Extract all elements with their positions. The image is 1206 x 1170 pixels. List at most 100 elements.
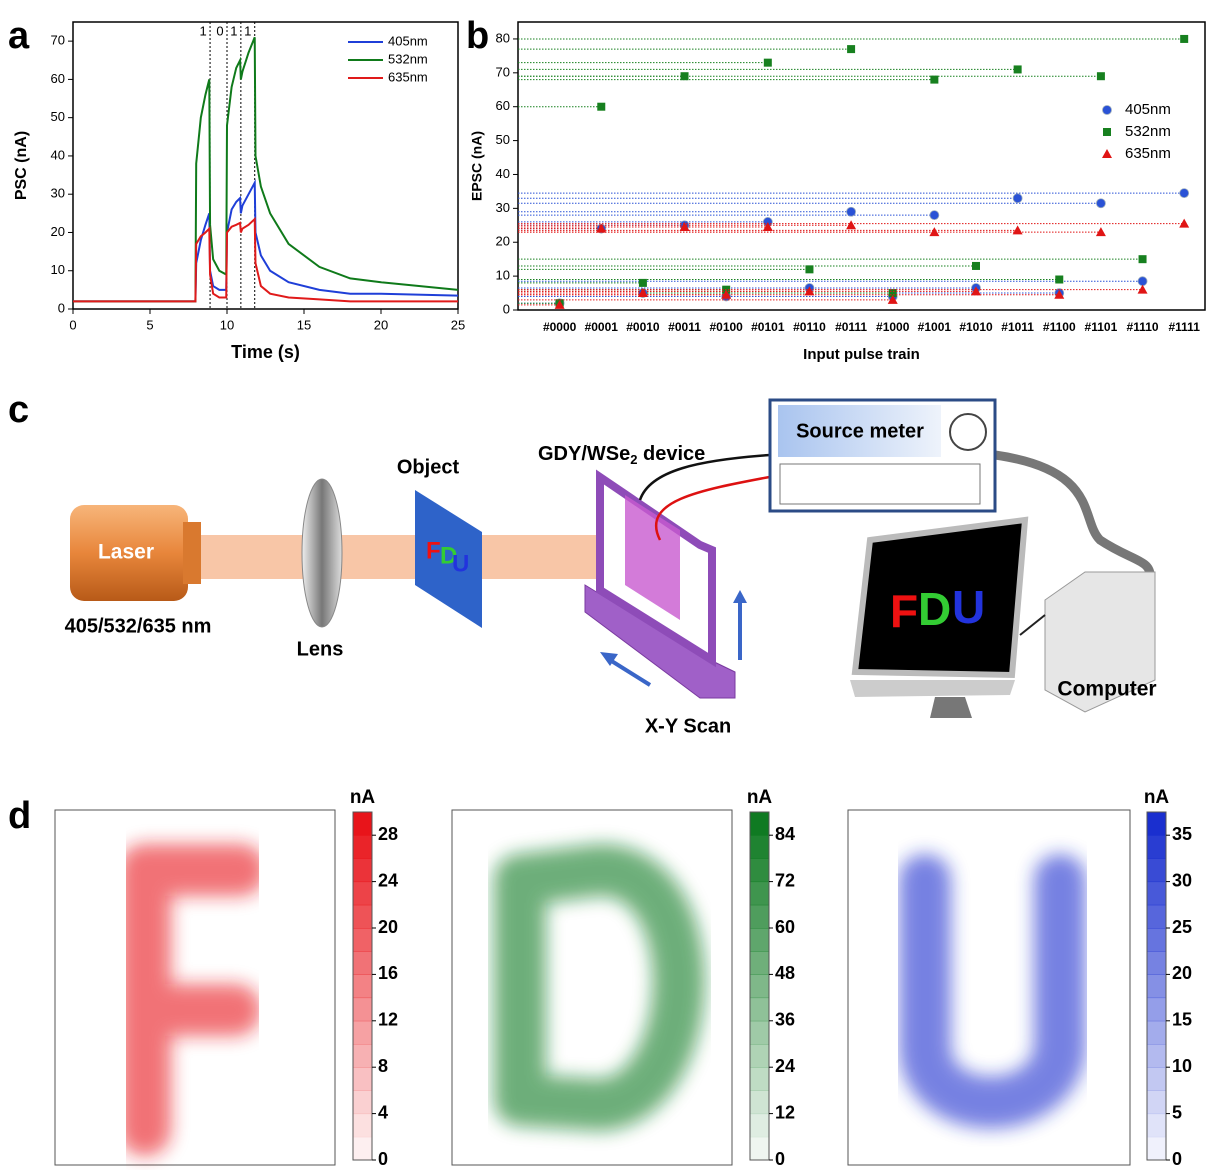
point (1139, 255, 1147, 263)
point (639, 279, 647, 287)
colorbar-step (353, 1021, 372, 1045)
point (972, 262, 980, 270)
colorbar-tick-label: 12 (378, 1010, 398, 1030)
colorbar-step (750, 882, 769, 906)
colorbar-step (353, 1137, 372, 1161)
colorbar-step (750, 835, 769, 859)
legend-label: 635nm (388, 69, 428, 84)
colorbar-step (353, 951, 372, 975)
legend-label: 405nm (388, 33, 428, 48)
colorbar-step (750, 974, 769, 998)
arrow (610, 660, 650, 685)
colorbar-label: nA (350, 787, 376, 808)
x-axis-label: Input pulse train (803, 346, 920, 363)
point (847, 45, 855, 53)
point (846, 220, 856, 229)
legend-label: 532nm (1125, 123, 1171, 140)
x-tick-label: #1100 (1043, 320, 1076, 334)
screen-letter: F (890, 585, 918, 637)
colorbar-tick-label: 60 (775, 917, 795, 937)
x-tick-label: #0111 (835, 320, 867, 334)
point (1096, 199, 1105, 208)
colorbar-step (750, 1067, 769, 1091)
colorbar-step (353, 835, 372, 859)
colorbar-step (750, 951, 769, 975)
colorbar-tick-label: 24 (775, 1056, 795, 1076)
x-tick-label: 5 (146, 317, 153, 332)
point (1180, 35, 1188, 43)
line (73, 219, 458, 301)
colorbar-step (353, 882, 372, 906)
panel-label: b (466, 15, 489, 57)
x-tick-label: #0000 (543, 320, 577, 334)
y-tick-label: 70 (51, 33, 65, 48)
page: 01020304050607005101520251011405nm532nm6… (0, 0, 1206, 1170)
legend-label: 532nm (388, 51, 428, 66)
colorbar-tick-label: 72 (775, 870, 795, 890)
x-tick-label: #0101 (751, 320, 785, 334)
colorbar-step (353, 1067, 372, 1091)
legend-label: 635nm (1125, 145, 1171, 162)
source-meter-label: Source meter (796, 420, 924, 442)
colorbar-step (750, 1021, 769, 1045)
y-tick-label: 20 (496, 234, 510, 249)
annotation: 0 (216, 23, 223, 38)
wavelength-label: 405/532/635 nm (65, 615, 212, 637)
x-tick-label: 10 (220, 317, 234, 332)
colorbar-tick-label: 16 (378, 963, 398, 983)
colorbar-step (1147, 1090, 1166, 1114)
scan-label: X-Y Scan (645, 715, 731, 737)
y-tick-label: 0 (58, 300, 65, 315)
colorbar-tick-label: 12 (775, 1102, 795, 1122)
point (1180, 189, 1189, 198)
colorbar-tick-label: 28 (378, 824, 398, 844)
colorbar-label: nA (1144, 787, 1170, 808)
annotation: 1 (244, 23, 251, 38)
cable (1020, 615, 1045, 635)
device-label: GDY/WSe2 device (538, 443, 705, 467)
colorbar-step (353, 1044, 372, 1068)
x-tick-label: #1011 (1001, 320, 1034, 334)
y-tick-label: 70 (496, 64, 510, 79)
colorbar-step (750, 928, 769, 952)
y-tick-label: 60 (51, 71, 65, 86)
colorbar-step (353, 1090, 372, 1114)
device-text-tail: device (637, 443, 705, 465)
arrow-head (733, 590, 747, 603)
colorbar-step (353, 998, 372, 1022)
colorbar-step (750, 858, 769, 882)
colorbar-tick-label: 0 (378, 1149, 388, 1169)
device-subscript: 2 (630, 452, 637, 467)
colorbar-tick-label: 4 (378, 1102, 388, 1122)
object-label: Object (397, 456, 460, 478)
colorbar-step (1147, 974, 1166, 998)
panel-label: c (8, 389, 29, 431)
monitor-base (850, 680, 1015, 697)
colorbar-step (353, 928, 372, 952)
y-axis-label: EPSC (nA) (469, 131, 485, 201)
lens (302, 479, 342, 627)
colorbar-step (1147, 1114, 1166, 1138)
point (1179, 219, 1189, 228)
y-tick-label: 30 (496, 200, 510, 215)
colorbar-step (750, 1137, 769, 1161)
x-tick-label: 15 (297, 317, 311, 332)
laser-label: Laser (98, 541, 154, 564)
y-tick-label: 40 (51, 147, 65, 162)
object-letter: U (452, 550, 469, 577)
colorbar-tick-label: 8 (378, 1056, 388, 1076)
panel-label: d (8, 795, 31, 837)
colorbar-step (353, 812, 372, 836)
colorbar-step (750, 1044, 769, 1068)
colorbar-tick-label: 20 (378, 917, 398, 937)
x-tick-label: #0011 (668, 320, 701, 334)
knob (950, 414, 986, 450)
y-tick-label: 0 (503, 301, 510, 316)
colorbar-label: nA (747, 787, 773, 808)
object-letter: F (426, 537, 441, 564)
colorbar-step (1147, 905, 1166, 929)
annotation: 1 (199, 23, 206, 38)
point (929, 227, 939, 236)
laser-nozzle (183, 522, 201, 584)
colorbar-tick-label: 30 (1172, 870, 1192, 890)
